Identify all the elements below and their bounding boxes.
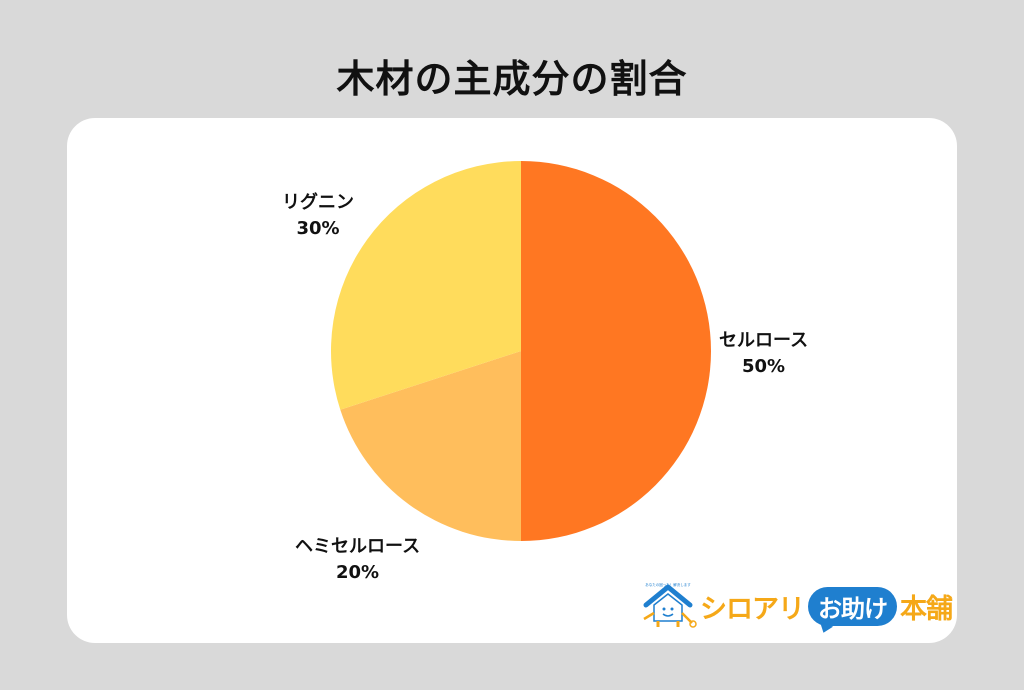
pie-chart	[331, 161, 711, 541]
chart-card: リグニン 30% セルロース 50% ヘミセルロース 20%	[67, 118, 957, 643]
pie-slice-2	[331, 161, 521, 410]
label-cellulose-name: セルロース	[719, 330, 809, 351]
label-lignin-value: 30%	[296, 218, 340, 239]
label-hemicellulose: ヘミセルロース 20%	[295, 534, 420, 586]
label-cellulose: セルロース 50%	[719, 328, 808, 380]
pie-slice-0	[521, 161, 711, 541]
chart-title: 木材の主成分の割合	[336, 57, 688, 101]
pie-slice-1	[340, 351, 521, 541]
label-lignin: リグニン 30%	[282, 190, 354, 242]
logo-text-honpo: 本舗	[900, 593, 953, 625]
label-hemicellulose-value: 20%	[336, 562, 380, 583]
brand-logo: あなたの困った！解決します シロアリ お助け 本舗	[638, 583, 953, 629]
label-hemicellulose-name: ヘミセルロース	[295, 536, 421, 557]
logo-text-shiroari: シロアリ	[700, 593, 805, 625]
label-lignin-name: リグニン	[282, 192, 354, 213]
label-cellulose-value: 50%	[742, 356, 786, 377]
house-mascot-icon: あなたの困った！解決します	[643, 583, 697, 628]
svg-text:あなたの困った！解決します: あなたの困った！解決します	[645, 583, 691, 587]
logo-speech-bubble: お助け	[808, 586, 897, 626]
